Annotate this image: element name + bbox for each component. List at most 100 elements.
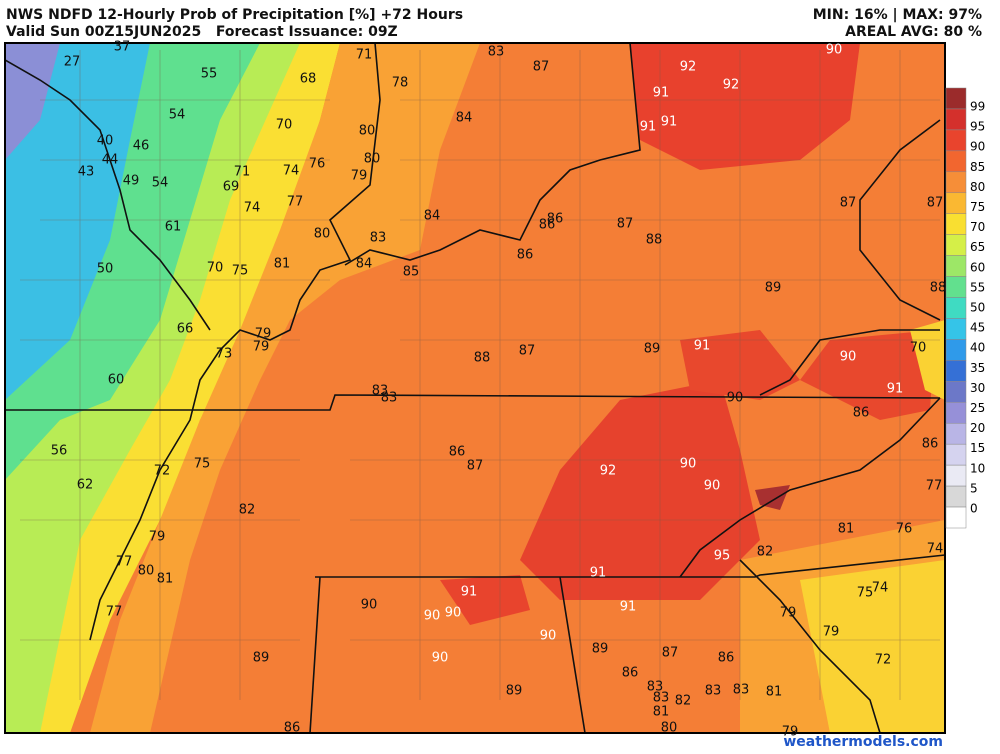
- map-value-label: 83: [647, 680, 664, 695]
- map-value-label: 89: [592, 642, 609, 657]
- map-value-label: 80: [661, 721, 678, 736]
- map-value-label: 80: [359, 124, 376, 139]
- colorbar-swatch: [945, 360, 967, 382]
- map-value-label: 87: [927, 196, 944, 211]
- colorbar-label: 85: [970, 160, 985, 174]
- map-value-label: 46: [133, 139, 150, 154]
- map-value-label: 75: [194, 457, 211, 472]
- map-value-label: 92: [680, 60, 697, 75]
- map-value-label: 82: [757, 545, 774, 560]
- map-value-label: 82: [675, 694, 692, 709]
- map-value-label: 86: [718, 651, 735, 666]
- map-value-label: 90: [424, 609, 441, 624]
- map-value-label: 85: [403, 265, 420, 280]
- map-value-label: 91: [653, 86, 670, 101]
- map-value-label: 90: [361, 598, 378, 613]
- map-value-label: 86: [922, 437, 939, 452]
- map-value-label: 90: [680, 457, 697, 472]
- map-value-label: 80: [138, 564, 155, 579]
- map-value-label: 77: [116, 555, 133, 570]
- map-value-label: 66: [177, 322, 194, 337]
- map-value-label: 37: [114, 40, 131, 55]
- map-value-label: 54: [152, 176, 169, 191]
- colorbar-label: 30: [970, 381, 985, 395]
- map-value-label: 91: [590, 566, 607, 581]
- colorbar-label: 90: [970, 140, 985, 154]
- map-value-label: 90: [727, 391, 744, 406]
- map-value-label: 86: [853, 406, 870, 421]
- map-value-label: 70: [207, 261, 224, 276]
- map-value-label: 86: [622, 666, 639, 681]
- colorbar-swatch: [945, 485, 967, 508]
- map-value-label: 84: [424, 209, 441, 224]
- areal-avg: AREAL AVG: 80 %: [845, 24, 982, 40]
- map-value-label: 81: [766, 685, 783, 700]
- colorbar-label: 5: [970, 481, 978, 495]
- colorbar-swatch: [945, 443, 967, 466]
- map-value-label: 61: [165, 220, 182, 235]
- map-value-label: 72: [875, 653, 892, 668]
- map-value-label: 83: [372, 384, 389, 399]
- colorbar-label: 99: [970, 100, 985, 114]
- colorbar-label: 55: [970, 280, 985, 294]
- map-value-label: 79: [782, 725, 799, 740]
- map-value-label: 90: [826, 43, 843, 58]
- map-value-label: 80: [364, 152, 381, 167]
- map-value-label: 83: [381, 391, 398, 406]
- map-value-label: 81: [838, 522, 855, 537]
- colorbar-swatch: [945, 234, 967, 256]
- map-value-label: 74: [872, 581, 889, 596]
- map-value-label: 83: [705, 684, 722, 699]
- map-value-label: 79: [780, 606, 797, 621]
- map-value-label: 86: [547, 212, 564, 227]
- map-frame: [4, 42, 946, 734]
- map-value-label: 81: [653, 705, 670, 720]
- colorbar-label: 25: [970, 401, 985, 415]
- map-value-label: 83: [733, 683, 750, 698]
- map-value-label: 87: [840, 196, 857, 211]
- map-value-label: 74: [244, 201, 261, 216]
- map-value-label: 54: [169, 108, 186, 123]
- colorbar-swatch: [945, 213, 967, 235]
- map-value-label: 76: [896, 522, 913, 537]
- map-value-label: 81: [274, 257, 291, 272]
- map-value-label: 87: [519, 344, 536, 359]
- colorbar-label: 75: [970, 200, 985, 214]
- colorbar-label: 65: [970, 240, 985, 254]
- map-value-label: 88: [474, 351, 491, 366]
- map-value-label: 79: [823, 625, 840, 640]
- map-value-label: 74: [927, 542, 944, 557]
- map-value-label: 71: [234, 165, 251, 180]
- map-value-label: 90: [540, 629, 557, 644]
- colorbar-swatch: [945, 108, 967, 131]
- map-value-label: 49: [123, 174, 140, 189]
- colorbar-swatch: [945, 129, 967, 152]
- map-value-label: 27: [64, 55, 81, 70]
- map-value-label: 87: [467, 459, 484, 474]
- map-value-label: 80: [314, 227, 331, 242]
- colorbar-swatch: [945, 464, 967, 487]
- colorbar-swatch: [945, 318, 967, 340]
- map-value-label: 87: [617, 217, 634, 232]
- map-value-label: 88: [930, 281, 947, 296]
- map-value-label: 90: [704, 479, 721, 494]
- map-value-label: 83: [653, 691, 670, 706]
- colorbar-swatch: [945, 297, 967, 319]
- colorbar-label: 50: [970, 301, 985, 315]
- map-value-label: 84: [456, 111, 473, 126]
- map-value-label: 69: [223, 180, 240, 195]
- map-value-label: 91: [461, 585, 478, 600]
- map-value-label: 50: [97, 262, 114, 277]
- colorbar-swatch: [945, 381, 967, 403]
- map-value-label: 71: [356, 48, 373, 63]
- map-value-label: 81: [157, 572, 174, 587]
- map-value-label: 79: [253, 340, 270, 355]
- title: NWS NDFD 12-Hourly Prob of Precipitation…: [6, 7, 463, 23]
- map-value-label: 86: [449, 445, 466, 460]
- map-value-label: 43: [78, 165, 95, 180]
- map-value-label: 82: [239, 503, 256, 518]
- map-value-label: 91: [620, 600, 637, 615]
- valid-time: Valid Sun 00Z15JUN2025 Forecast Issuance…: [6, 24, 398, 40]
- map-value-label: 88: [646, 233, 663, 248]
- map-value-label: 44: [102, 153, 119, 168]
